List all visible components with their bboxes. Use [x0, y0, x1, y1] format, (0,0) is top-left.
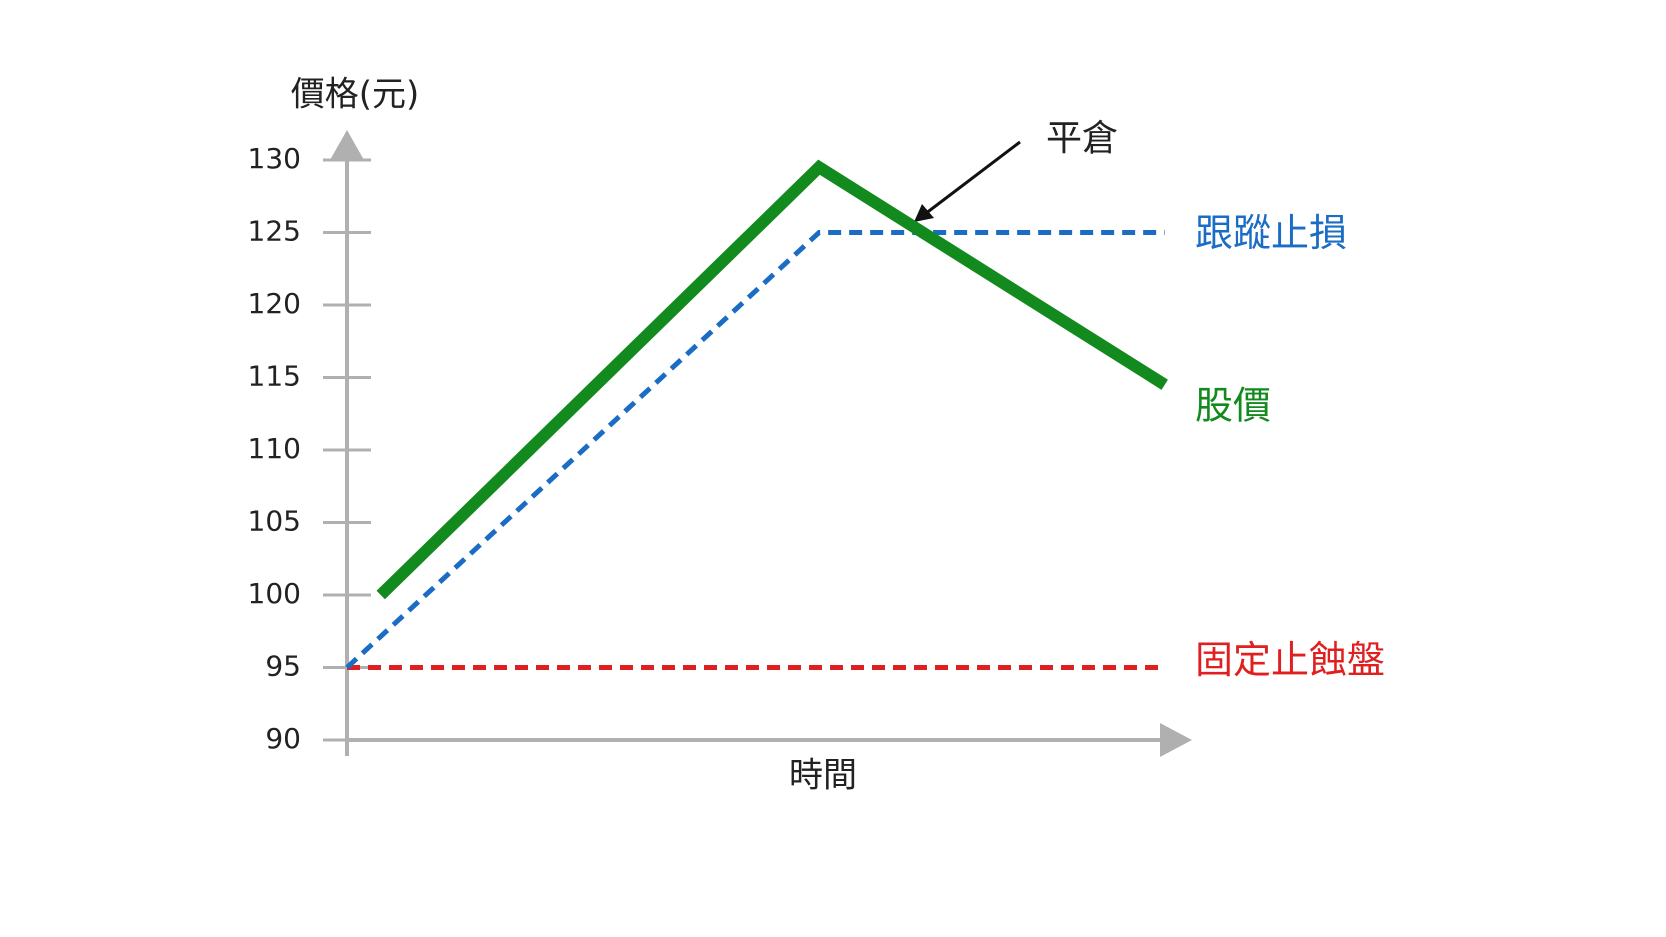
y-tick-label: 130 [248, 142, 301, 175]
series-line [376, 159, 1168, 600]
annotation-arrow [924, 140, 1021, 216]
y-tick-label: 115 [248, 360, 301, 393]
y-tick-label: 100 [248, 577, 301, 610]
x-axis-arrow [1160, 723, 1192, 757]
y-tick-label: 105 [248, 505, 301, 538]
y-axis-label: 價格(元) [291, 75, 420, 115]
series-line [345, 230, 1165, 670]
y-tick-label: 110 [248, 432, 301, 465]
y-tick-label: 90 [265, 722, 301, 755]
series-label: 固定止蝕盤 [1195, 638, 1385, 682]
annotation: 平倉 [1046, 118, 1118, 159]
y-axis-arrow [330, 130, 364, 160]
y-tick-label: 120 [248, 287, 301, 320]
series-label: 跟蹤止損 [1195, 211, 1347, 255]
series-label: 股價 [1195, 383, 1271, 427]
annotation-arrowhead [914, 204, 934, 222]
y-tick-label: 125 [248, 215, 301, 248]
x-axis-label: 時間 [789, 756, 857, 796]
y-tick-label: 95 [265, 650, 301, 683]
